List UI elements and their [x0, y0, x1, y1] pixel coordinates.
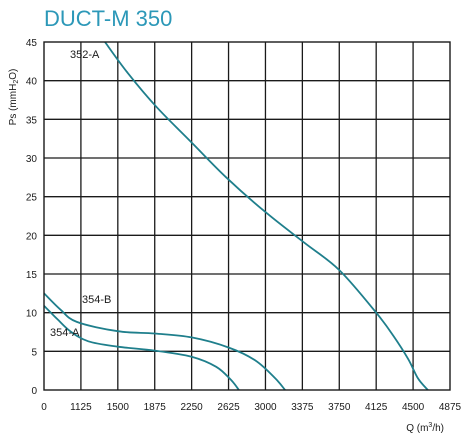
x-tick-label: 1500 — [107, 402, 130, 413]
y-tick-label: 10 — [26, 309, 38, 320]
series-layer — [43, 41, 429, 391]
x-tick-label: 1125 — [70, 402, 92, 413]
plot-frame — [43, 41, 451, 391]
y-tick-label: 20 — [26, 231, 38, 242]
x-axis-title: Q (m3/h) — [406, 422, 444, 434]
y-tick-label: 40 — [26, 77, 38, 88]
series-label: 352-A — [70, 49, 100, 61]
y-tick-label: 45 — [26, 38, 38, 49]
y-tick-label: 15 — [26, 270, 38, 281]
y-tick-label: 5 — [31, 347, 37, 358]
ticks: 0 1125 1500 1875 2250 2625 3000 3375 3750 4125 450… — [26, 38, 462, 413]
y-axis-title-main: Ps (mmH — [8, 84, 19, 126]
x-tick-label: 3750 — [328, 402, 351, 413]
x-tick-label: 1875 — [144, 402, 167, 413]
x-tick-label: 3375 — [291, 402, 314, 413]
x-axis-title-main: Q (m — [406, 423, 428, 434]
x-tick-label: 2625 — [217, 402, 240, 413]
grid — [44, 42, 450, 390]
y-tick-label: 30 — [26, 154, 38, 165]
y-tick-label: 35 — [26, 115, 38, 126]
series-label: 354-B — [82, 294, 111, 306]
series-line-354-B — [43, 292, 286, 391]
x-tick-label: 4500 — [402, 402, 425, 413]
x-tick-label: 3000 — [254, 402, 277, 413]
chart-title: DUCT-M 350 — [44, 6, 173, 31]
x-tick-label: 4125 — [365, 402, 388, 413]
y-tick-label: 0 — [31, 386, 37, 397]
x-axis-title-sup: 3 — [428, 422, 432, 429]
y-tick-label: 25 — [26, 193, 38, 204]
y-axis-title-sub: 2 — [13, 80, 20, 84]
x-tick-label: 2250 — [181, 402, 204, 413]
series-label: 354-A — [50, 327, 80, 339]
x-tick-label: 0 — [41, 402, 47, 413]
y-axis-title-end: O) — [8, 69, 19, 80]
y-axis-title: Ps (mmH2O) — [8, 69, 20, 126]
x-axis-title-end: /h) — [432, 423, 444, 434]
series-line-352-A — [104, 41, 429, 391]
series-labels: 352-A 354-B 354-A — [50, 49, 111, 339]
x-tick-label: 4875 — [439, 402, 462, 413]
series-line-354-A — [43, 305, 240, 391]
